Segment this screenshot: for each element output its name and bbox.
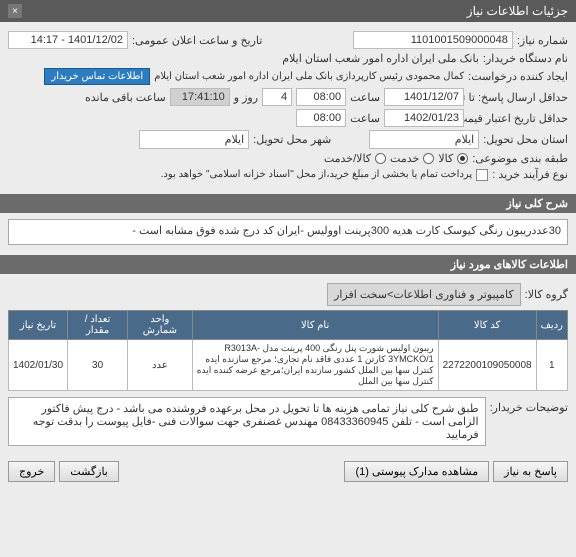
cell-idx: 1 xyxy=(536,340,567,391)
radio-both[interactable] xyxy=(375,153,386,164)
need-number-label: شماره نیاز: xyxy=(517,34,568,47)
delivery-city-label: شهر محل تحویل: xyxy=(253,133,331,146)
process-checkbox[interactable] xyxy=(476,169,488,181)
requester-label: ایجاد کننده درخواست: xyxy=(468,70,568,83)
days-label: روز و xyxy=(234,91,258,104)
table-row[interactable]: 1 2272200109050008 ریبون اولیس شورت پنل … xyxy=(9,340,568,391)
public-announce-field: 1401/12/02 - 14:17 xyxy=(8,31,128,49)
radio-goods[interactable] xyxy=(457,153,468,164)
deadline-label: حداقل ارسال پاسخ: تا تاریخ: xyxy=(468,91,568,104)
remaining-label: ساعت باقی مانده xyxy=(85,91,166,104)
buyer-notes-box: طبق شرح کلی نیاز تمامی هزینه ها تا تحویل… xyxy=(8,397,486,446)
col-qty: تعداد / مقدار xyxy=(68,311,128,340)
col-name: نام کالا xyxy=(192,311,438,340)
col-idx: ردیف xyxy=(536,311,567,340)
need-description-header: شرح کلی نیاز xyxy=(0,194,576,213)
time-remaining: 17:41:10 xyxy=(170,88,230,106)
col-unit: واحد شمارش xyxy=(128,311,193,340)
radio-service[interactable] xyxy=(423,153,434,164)
goods-group-label: گروه کالا: xyxy=(525,288,568,301)
delivery-province-label: استان محل تحویل: xyxy=(483,133,568,146)
contact-buyer-button[interactable]: اطلاعات تماس خریدار xyxy=(44,68,150,85)
requester-value: کمال محمودی رئیس کارپردازی بانک ملی ایرا… xyxy=(154,71,464,82)
cell-code: 2272200109050008 xyxy=(438,340,536,391)
col-code: کد کالا xyxy=(438,311,536,340)
radio-service-label: خدمت xyxy=(390,152,419,165)
days-remaining: 4 xyxy=(262,88,292,106)
exit-button[interactable]: خروج xyxy=(8,461,55,482)
attachments-button[interactable]: مشاهده مدارک پیوستی (1) xyxy=(344,461,489,482)
cell-date: 1402/01/30 xyxy=(9,340,68,391)
cell-unit: عدد xyxy=(128,340,193,391)
buyer-org-label: نام دستگاه خریدار: xyxy=(483,52,568,65)
footer-bar: پاسخ به نیاز مشاهده مدارک پیوستی (1) باز… xyxy=(0,455,576,488)
process-label: نوع فرآیند خرید : xyxy=(492,168,568,181)
validity-label: حداقل تاریخ اعتبار قیمت: تا تاریخ: xyxy=(468,112,568,125)
items-table: ردیف کد کالا نام کالا واحد شمارش تعداد /… xyxy=(8,310,568,391)
buyer-org-value: بانک ملی ایران اداره امور شعب استان ایلا… xyxy=(282,52,479,65)
delivery-city: ایلام xyxy=(139,130,249,149)
radio-both-label: کالا/خدمت xyxy=(324,152,371,165)
validity-date: 1402/01/23 xyxy=(384,109,464,127)
col-date: تاریخ نیاز xyxy=(9,311,68,340)
deadline-time: 08:00 xyxy=(296,88,346,106)
cell-name: ریبون اولیس شورت پنل رنگی 400 پرینت مدل … xyxy=(192,340,438,391)
respond-button[interactable]: پاسخ به نیاز xyxy=(493,461,568,482)
category-label: طبقه بندی موضوعی: xyxy=(472,152,568,165)
need-description-box: 30عددریبون رنگی کیوسک کارت هدیه 300پرینت… xyxy=(8,219,568,245)
buyer-notes-label: توضیحات خریدار: xyxy=(490,401,568,414)
deadline-saat-label: ساعت xyxy=(350,91,380,104)
cell-qty: 30 xyxy=(68,340,128,391)
process-text: پرداخت تمام یا بخشی از مبلغ خرید،از محل … xyxy=(161,169,473,180)
back-button[interactable]: بازگشت xyxy=(59,461,119,482)
items-header: اطلاعات کالاهای مورد نیاز xyxy=(0,255,576,274)
deadline-date: 1401/12/07 xyxy=(384,88,464,106)
validity-saat-label: ساعت xyxy=(350,112,380,125)
radio-goods-label: کالا xyxy=(438,152,453,165)
validity-time: 08:00 xyxy=(296,109,346,127)
window-titlebar: جزئیات اطلاعات نیاز × xyxy=(0,0,576,22)
goods-group-value: کامپیوتر و فناوری اطلاعات>سخت افزار xyxy=(327,283,521,306)
need-number-field: 1101001509000048 xyxy=(353,31,513,49)
public-announce-label: تاریخ و ساعت اعلان عمومی: xyxy=(132,34,262,47)
close-icon[interactable]: × xyxy=(8,4,22,18)
window-title: جزئیات اطلاعات نیاز xyxy=(467,4,568,18)
delivery-province: ایلام xyxy=(369,130,479,149)
form-area: شماره نیاز: 1101001509000048 تاریخ و ساع… xyxy=(0,22,576,190)
